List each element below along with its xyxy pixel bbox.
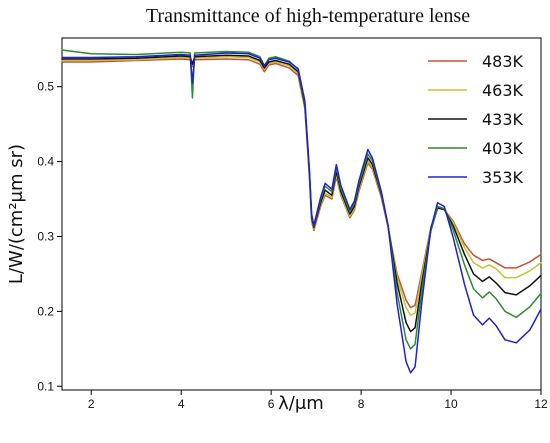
y-tick-label: 0.2 — [37, 304, 54, 318]
y-tick-label: 0.3 — [37, 229, 54, 243]
y-tick-label: 0.5 — [37, 80, 54, 94]
y-tick-label: 0.1 — [37, 379, 54, 393]
legend-label: 403K — [482, 139, 524, 158]
x-axis-label: λ/μm — [278, 393, 324, 414]
legend-label: 433K — [482, 110, 524, 129]
x-tick-label: 12 — [534, 397, 548, 411]
legend-label: 353K — [482, 168, 524, 187]
legend-label: 483K — [482, 52, 524, 71]
chart-title: Transmittance of high-temperature lense — [146, 5, 470, 27]
series-line-403K — [61, 49, 542, 350]
plot-frame — [61, 37, 542, 391]
y-tick-label: 0.4 — [37, 155, 54, 169]
series-line-463K — [61, 55, 542, 316]
y-axis-label: L/W/(cm²μm sr) — [6, 144, 27, 284]
x-tick-label: 4 — [178, 397, 185, 411]
x-tick-label: 8 — [358, 397, 365, 411]
series-layer — [61, 49, 542, 374]
y-axis-ticks: 0.1 0.2 0.3 0.4 0.5 — [37, 80, 62, 393]
legend-label: 463K — [482, 81, 524, 100]
series-line-483K — [61, 58, 542, 309]
x-tick-label: 2 — [88, 397, 95, 411]
series-line-353K — [61, 52, 542, 374]
x-tick-label: 10 — [444, 397, 458, 411]
series-line-433K — [61, 54, 542, 333]
x-axis-ticks: 2 4 6 8 10 12 — [88, 390, 548, 411]
plot-area: 2 4 6 8 10 12 0.1 0.2 0.3 0.4 0.5 — [37, 37, 548, 411]
x-tick-label: 6 — [268, 397, 275, 411]
legend: 483K 463K 433K 403K 353K — [428, 52, 524, 187]
